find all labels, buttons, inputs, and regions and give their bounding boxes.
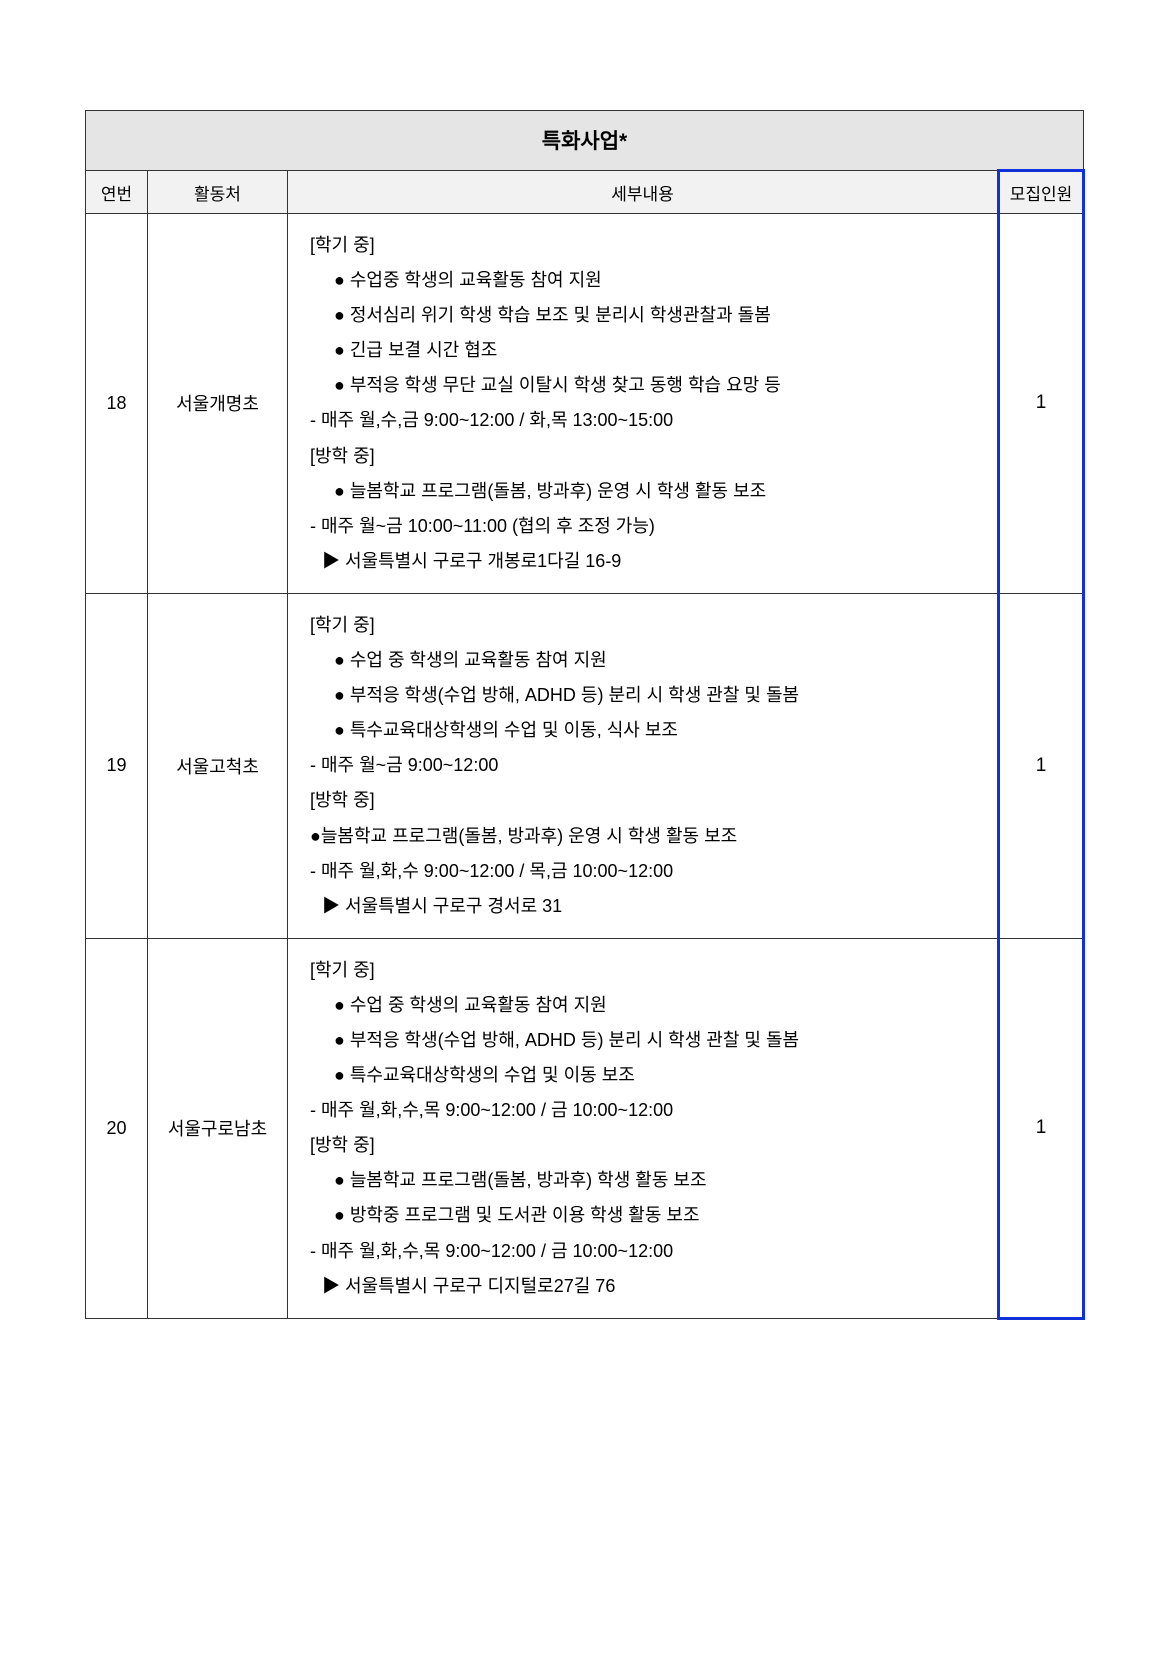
detail-line: - 매주 월~금 10:00~11:00 (협의 후 조정 가능)	[310, 509, 979, 544]
detail-line: ● 수업 중 학생의 교육활동 참여 지원	[310, 988, 979, 1023]
cell-quota: 1	[998, 214, 1083, 594]
table-row: 19서울고척초[학기 중]● 수업 중 학생의 교육활동 참여 지원● 부적응 …	[86, 593, 1084, 938]
detail-line: ● 긴급 보결 시간 협조	[310, 333, 979, 368]
detail-line: [방학 중]	[310, 439, 979, 474]
detail-line: [방학 중]	[310, 783, 979, 818]
cell-place: 서울구로남초	[148, 938, 288, 1318]
table-title: 특화사업*	[86, 111, 1084, 171]
col-header-quota: 모집인원	[998, 171, 1083, 214]
detail-line: ▶ 서울특별시 구로구 개봉로1다길 16-9	[310, 544, 979, 579]
program-table: 특화사업* 연번 활동처 세부내용 모집인원 18서울개명초[학기 중]● 수업…	[85, 110, 1085, 1320]
detail-line: ● 수업 중 학생의 교육활동 참여 지원	[310, 643, 979, 678]
detail-line: ▶ 서울특별시 구로구 디지털로27길 76	[310, 1269, 979, 1304]
cell-quota: 1	[998, 938, 1083, 1318]
cell-detail: [학기 중]● 수업 중 학생의 교육활동 참여 지원● 부적응 학생(수업 방…	[288, 938, 999, 1318]
table-row: 20서울구로남초[학기 중]● 수업 중 학생의 교육활동 참여 지원● 부적응…	[86, 938, 1084, 1318]
detail-line: ●늘봄학교 프로그램(돌봄, 방과후) 운영 시 학생 활동 보조	[310, 819, 979, 854]
detail-line: - 매주 월,화,수 9:00~12:00 / 목,금 10:00~12:00	[310, 854, 979, 889]
detail-line: ● 정서심리 위기 학생 학습 보조 및 분리시 학생관찰과 돌봄	[310, 298, 979, 333]
cell-detail: [학기 중]● 수업중 학생의 교육활동 참여 지원● 정서심리 위기 학생 학…	[288, 214, 999, 594]
table-body: 18서울개명초[학기 중]● 수업중 학생의 교육활동 참여 지원● 정서심리 …	[86, 214, 1084, 1319]
col-header-detail: 세부내용	[288, 171, 999, 214]
table-header-row: 연번 활동처 세부내용 모집인원	[86, 171, 1084, 214]
detail-line: ● 부적응 학생(수업 방해, ADHD 등) 분리 시 학생 관찰 및 돌봄	[310, 1023, 979, 1058]
detail-line: [학기 중]	[310, 228, 979, 263]
table-row: 18서울개명초[학기 중]● 수업중 학생의 교육활동 참여 지원● 정서심리 …	[86, 214, 1084, 594]
detail-line: ● 늘봄학교 프로그램(돌봄, 방과후) 학생 활동 보조	[310, 1163, 979, 1198]
detail-line: [학기 중]	[310, 608, 979, 643]
cell-quota: 1	[998, 593, 1083, 938]
col-header-place: 활동처	[148, 171, 288, 214]
detail-line: [방학 중]	[310, 1128, 979, 1163]
detail-line: ● 늘봄학교 프로그램(돌봄, 방과후) 운영 시 학생 활동 보조	[310, 474, 979, 509]
cell-detail: [학기 중]● 수업 중 학생의 교육활동 참여 지원● 부적응 학생(수업 방…	[288, 593, 999, 938]
detail-line: ● 부적응 학생 무단 교실 이탈시 학생 찾고 동행 학습 요망 등	[310, 368, 979, 403]
detail-line: - 매주 월,수,금 9:00~12:00 / 화,목 13:00~15:00	[310, 403, 979, 438]
col-header-no: 연번	[86, 171, 148, 214]
cell-no: 19	[86, 593, 148, 938]
detail-line: - 매주 월,화,수,목 9:00~12:00 / 금 10:00~12:00	[310, 1234, 979, 1269]
table-title-row: 특화사업*	[86, 111, 1084, 171]
cell-no: 20	[86, 938, 148, 1318]
detail-line: ▶ 서울특별시 구로구 경서로 31	[310, 889, 979, 924]
detail-line: ● 방학중 프로그램 및 도서관 이용 학생 활동 보조	[310, 1198, 979, 1233]
detail-line: ● 특수교육대상학생의 수업 및 이동 보조	[310, 1058, 979, 1093]
detail-line: - 매주 월,화,수,목 9:00~12:00 / 금 10:00~12:00	[310, 1093, 979, 1128]
cell-place: 서울고척초	[148, 593, 288, 938]
detail-line: ● 수업중 학생의 교육활동 참여 지원	[310, 263, 979, 298]
cell-place: 서울개명초	[148, 214, 288, 594]
detail-line: [학기 중]	[310, 953, 979, 988]
cell-no: 18	[86, 214, 148, 594]
detail-line: - 매주 월~금 9:00~12:00	[310, 748, 979, 783]
detail-line: ● 특수교육대상학생의 수업 및 이동, 식사 보조	[310, 713, 979, 748]
detail-line: ● 부적응 학생(수업 방해, ADHD 등) 분리 시 학생 관찰 및 돌봄	[310, 678, 979, 713]
